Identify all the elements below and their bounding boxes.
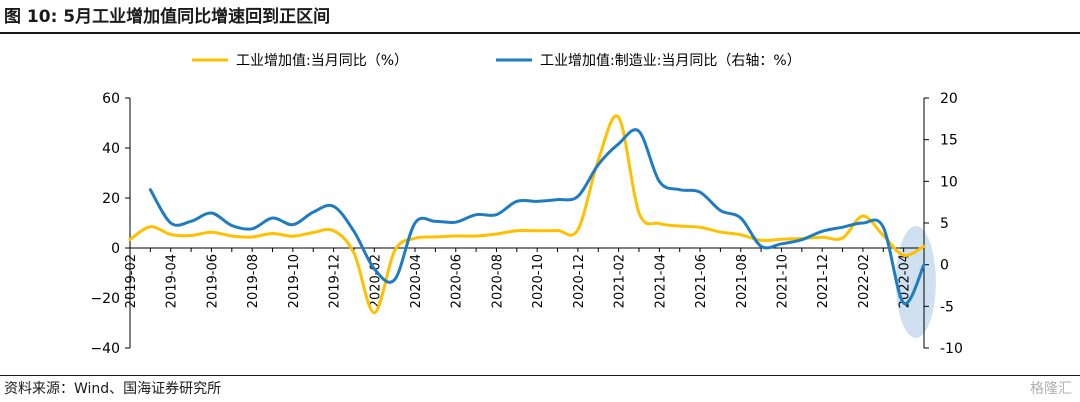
x-axis-tick-label: 2019-06	[205, 254, 220, 308]
right-axis-tick-label: 0	[940, 258, 949, 274]
left-axis-tick-label: 0	[111, 241, 120, 257]
x-axis-tick-label: 2021-06	[694, 254, 709, 308]
right-axis-tick-label: -10	[940, 341, 963, 357]
x-axis-tick-label: 2021-08	[735, 254, 750, 308]
axes: −40 −20 0 20 40 60 -10 -5 0 5 10 15 20 2019-02 2019-04…	[90, 91, 962, 357]
right-axis-tick-label: 15	[940, 133, 958, 149]
series-line-2	[148, 128, 926, 305]
x-axis-tick-label: 2021-04	[653, 254, 668, 308]
x-axis-tick-label: 2019-12	[328, 254, 343, 308]
legend-label-1: 工业增加值:当月同比（%）	[236, 53, 408, 69]
left-axis-tick-label: −20	[90, 291, 120, 307]
series-layer	[128, 114, 926, 315]
chart-title: 图 10: 5月工业增加值同比增速回到正区间	[4, 7, 331, 27]
left-axis-tick-label: 40	[102, 141, 120, 157]
legend: 工业增加值:当月同比（%） 工业增加值:制造业:当月同比（右轴：%）	[192, 53, 801, 69]
series-line-1	[128, 114, 926, 315]
left-axis-tick-label: 60	[102, 91, 120, 107]
x-axis-tick-label: 2021-12	[816, 254, 831, 308]
x-axis-tick-label: 2021-02	[613, 254, 628, 308]
x-axis-tick-label: 2019-04	[165, 254, 180, 308]
watermark: 格隆汇	[1030, 381, 1072, 397]
left-axis-tick-label: 20	[102, 191, 120, 207]
x-axis-tick-label: 2019-10	[287, 254, 302, 308]
right-axis-tick-label: -5	[940, 299, 954, 315]
source-note: 资料来源：Wind、国海证券研究所	[4, 381, 222, 397]
x-axis-tick-label: 2022-02	[857, 254, 872, 308]
x-axis-tick-label: 2020-04	[409, 254, 424, 308]
x-axis-tick-label: 2020-12	[572, 254, 587, 308]
x-axis-tick-label: 2019-02	[124, 254, 139, 308]
footer-divider	[0, 375, 1080, 376]
x-axis-tick-label: 2019-08	[246, 254, 261, 308]
x-axis-tick-label: 2020-06	[450, 254, 465, 308]
left-axis-tick-label: −40	[90, 341, 120, 357]
right-axis-tick-label: 5	[940, 216, 949, 232]
x-axis-tick-label: 2020-10	[531, 254, 546, 308]
title-divider	[0, 32, 1080, 34]
line-chart: 工业增加值:当月同比（%） 工业增加值:制造业:当月同比（右轴：%） −40 −20…	[90, 53, 962, 357]
right-axis-tick-label: 20	[940, 91, 958, 107]
legend-label-2: 工业增加值:制造业:当月同比（右轴：%）	[540, 53, 801, 69]
x-axis-tick-label: 2021-10	[775, 254, 790, 308]
right-axis-tick-label: 10	[940, 174, 958, 190]
x-axis-tick-label: 2020-08	[490, 254, 505, 308]
